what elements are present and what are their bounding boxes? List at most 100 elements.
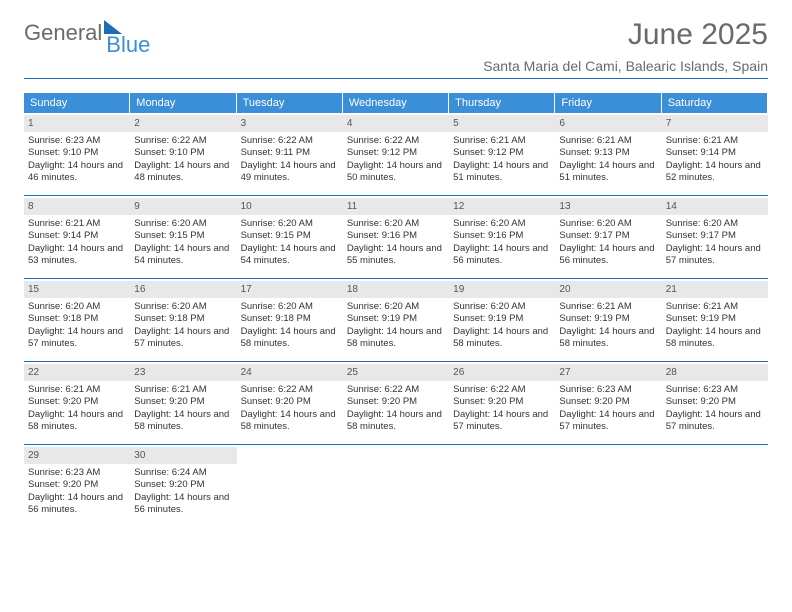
sunrise-line: Sunrise: 6:23 AM [559, 384, 657, 396]
day-number: 28 [662, 364, 768, 381]
day-number: 18 [343, 281, 449, 298]
sunrise-line: Sunrise: 6:20 AM [347, 218, 445, 230]
day-number: 13 [555, 198, 661, 215]
daylight-line: Daylight: 14 hours and 48 minutes. [134, 160, 232, 185]
daylight-line: Daylight: 14 hours and 58 minutes. [347, 409, 445, 434]
daylight-line: Daylight: 14 hours and 56 minutes. [28, 492, 126, 517]
calendar-cell: 17Sunrise: 6:20 AMSunset: 9:18 PMDayligh… [237, 279, 343, 361]
daylight-line: Daylight: 14 hours and 56 minutes. [453, 243, 551, 268]
dow-header: Friday [555, 93, 661, 113]
calendar-cell: 29Sunrise: 6:23 AMSunset: 9:20 PMDayligh… [24, 445, 130, 527]
sunrise-line: Sunrise: 6:20 AM [134, 218, 232, 230]
calendar-cell: 6Sunrise: 6:21 AMSunset: 9:13 PMDaylight… [555, 113, 661, 195]
sunset-line: Sunset: 9:19 PM [453, 313, 551, 325]
sunrise-line: Sunrise: 6:21 AM [28, 218, 126, 230]
day-number: 16 [130, 281, 236, 298]
day-number: 30 [130, 447, 236, 464]
day-number: 8 [24, 198, 130, 215]
daylight-line: Daylight: 14 hours and 51 minutes. [559, 160, 657, 185]
calendar-cell: 12Sunrise: 6:20 AMSunset: 9:16 PMDayligh… [449, 196, 555, 278]
day-number: 26 [449, 364, 555, 381]
sunset-line: Sunset: 9:16 PM [347, 230, 445, 242]
daylight-line: Daylight: 14 hours and 58 minutes. [347, 326, 445, 351]
sunset-line: Sunset: 9:15 PM [134, 230, 232, 242]
day-number: 5 [449, 115, 555, 132]
sunrise-line: Sunrise: 6:21 AM [666, 135, 764, 147]
daylight-line: Daylight: 14 hours and 55 minutes. [347, 243, 445, 268]
sunrise-line: Sunrise: 6:21 AM [453, 135, 551, 147]
daylight-line: Daylight: 14 hours and 57 minutes. [666, 409, 764, 434]
sunrise-line: Sunrise: 6:20 AM [453, 301, 551, 313]
calendar-cell: 28Sunrise: 6:23 AMSunset: 9:20 PMDayligh… [662, 362, 768, 444]
sunset-line: Sunset: 9:20 PM [28, 479, 126, 491]
sunset-line: Sunset: 9:10 PM [134, 147, 232, 159]
brand-logo: General Blue [24, 20, 150, 46]
day-number: 10 [237, 198, 343, 215]
sunrise-line: Sunrise: 6:23 AM [28, 135, 126, 147]
header: General Blue June 2025 Santa Maria del C… [0, 0, 792, 87]
calendar-cell: 15Sunrise: 6:20 AMSunset: 9:18 PMDayligh… [24, 279, 130, 361]
sunset-line: Sunset: 9:19 PM [347, 313, 445, 325]
day-number: 24 [237, 364, 343, 381]
sunrise-line: Sunrise: 6:20 AM [347, 301, 445, 313]
sunrise-line: Sunrise: 6:20 AM [559, 218, 657, 230]
sunset-line: Sunset: 9:20 PM [134, 396, 232, 408]
daylight-line: Daylight: 14 hours and 50 minutes. [347, 160, 445, 185]
day-number: 9 [130, 198, 236, 215]
calendar-cell: 14Sunrise: 6:20 AMSunset: 9:17 PMDayligh… [662, 196, 768, 278]
sunrise-line: Sunrise: 6:20 AM [666, 218, 764, 230]
calendar-cell: 30 Sunrise: 6:24 AMSunset: 9:20 PMDayligh… [130, 445, 236, 527]
calendar-cell: 21Sunrise: 6:21 AMSunset: 9:19 PMDayligh… [662, 279, 768, 361]
daylight-line: Daylight: 14 hours and 54 minutes. [134, 243, 232, 268]
sunrise-line: Sunrise: 6:20 AM [134, 301, 232, 313]
sunrise-line: Sunrise: 6:24 AM [134, 467, 232, 479]
daylight-line: Daylight: 14 hours and 52 minutes. [666, 160, 764, 185]
sunrise-line: Sunrise: 6:22 AM [347, 135, 445, 147]
day-number: 15 [24, 281, 130, 298]
calendar-cell: 10Sunrise: 6:20 AMSunset: 9:15 PMDayligh… [237, 196, 343, 278]
sunset-line: Sunset: 9:20 PM [134, 479, 232, 491]
sunrise-line: Sunrise: 6:20 AM [28, 301, 126, 313]
day-number: 3 [237, 115, 343, 132]
sunrise-line: Sunrise: 6:21 AM [28, 384, 126, 396]
sunset-line: Sunset: 9:20 PM [559, 396, 657, 408]
sunset-line: Sunset: 9:18 PM [28, 313, 126, 325]
calendar-cell: 20Sunrise: 6:21 AMSunset: 9:19 PMDayligh… [555, 279, 661, 361]
calendar-cell: . [662, 445, 768, 527]
sunset-line: Sunset: 9:20 PM [241, 396, 339, 408]
sunset-line: Sunset: 9:14 PM [666, 147, 764, 159]
day-number: 19 [449, 281, 555, 298]
sunset-line: Sunset: 9:17 PM [559, 230, 657, 242]
daylight-line: Daylight: 14 hours and 58 minutes. [453, 326, 551, 351]
daylight-line: Daylight: 14 hours and 54 minutes. [241, 243, 339, 268]
sunset-line: Sunset: 9:20 PM [28, 396, 126, 408]
daylight-line: Daylight: 14 hours and 49 minutes. [241, 160, 339, 185]
sunset-line: Sunset: 9:20 PM [347, 396, 445, 408]
daylight-line: Daylight: 14 hours and 57 minutes. [559, 409, 657, 434]
daylight-line: Daylight: 14 hours and 57 minutes. [134, 326, 232, 351]
calendar-cell: 1Sunrise: 6:23 AMSunset: 9:10 PMDaylight… [24, 113, 130, 195]
day-number: 21 [662, 281, 768, 298]
location-subtitle: Santa Maria del Cami, Balearic Islands, … [24, 58, 768, 79]
daylight-line: Daylight: 14 hours and 57 minutes. [666, 243, 764, 268]
sunset-line: Sunset: 9:13 PM [559, 147, 657, 159]
sunrise-line: Sunrise: 6:20 AM [241, 301, 339, 313]
sunrise-line: Sunrise: 6:21 AM [134, 384, 232, 396]
calendar-cell: . [555, 445, 661, 527]
day-number: 17 [237, 281, 343, 298]
calendar-cell: 4Sunrise: 6:22 AMSunset: 9:12 PMDaylight… [343, 113, 449, 195]
day-number: 22 [24, 364, 130, 381]
sunset-line: Sunset: 9:16 PM [453, 230, 551, 242]
calendar-cell: 24Sunrise: 6:22 AMSunset: 9:20 PMDayligh… [237, 362, 343, 444]
sunrise-line: Sunrise: 6:20 AM [241, 218, 339, 230]
brand-text-2: Blue [106, 32, 150, 58]
sunset-line: Sunset: 9:12 PM [347, 147, 445, 159]
dow-header: Monday [130, 93, 236, 113]
dow-header: Sunday [24, 93, 130, 113]
daylight-line: Daylight: 14 hours and 58 minutes. [559, 326, 657, 351]
day-number: 25 [343, 364, 449, 381]
daylight-line: Daylight: 14 hours and 56 minutes. [134, 492, 232, 517]
daylight-line: Daylight: 14 hours and 58 minutes. [666, 326, 764, 351]
calendar-cell: 2Sunrise: 6:22 AMSunset: 9:10 PMDaylight… [130, 113, 236, 195]
daylight-line: Daylight: 14 hours and 57 minutes. [453, 409, 551, 434]
